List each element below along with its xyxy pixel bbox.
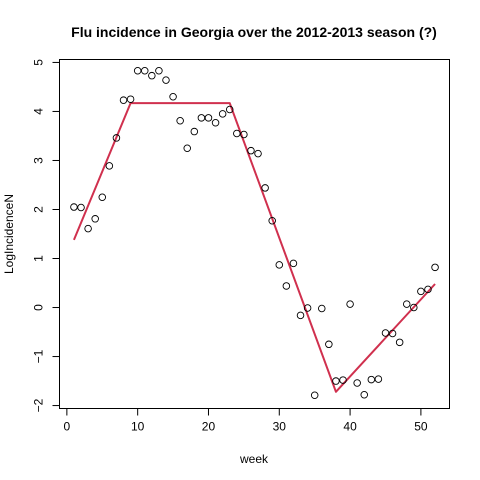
- data-point: [176, 117, 184, 125]
- data-point: [211, 118, 220, 127]
- data-point: [254, 149, 262, 158]
- data-point: [353, 379, 361, 387]
- data-point: [225, 105, 234, 114]
- data-point: [84, 224, 92, 233]
- chart-title: Flu incidence in Georgia over the 2012-2…: [71, 24, 437, 40]
- data-point: [367, 375, 376, 384]
- data-point: [360, 391, 369, 399]
- data-point: [381, 329, 390, 337]
- y-tick-label: 5: [32, 59, 46, 66]
- data-point: [190, 127, 199, 136]
- plot-frame: [59, 59, 450, 409]
- x-tick-label: 10: [131, 420, 145, 434]
- data-point: [424, 285, 432, 294]
- data-point: [204, 114, 213, 122]
- data-point: [303, 304, 312, 312]
- data-point: [98, 193, 107, 201]
- data-point: [332, 377, 340, 385]
- data-point: [318, 304, 326, 313]
- x-tick-label: 20: [202, 420, 216, 434]
- data-point: [346, 300, 354, 308]
- data-point: [126, 95, 135, 103]
- data-point: [169, 92, 177, 101]
- data-point: [148, 71, 156, 80]
- data-point: [417, 287, 425, 296]
- x-tick-label: 0: [64, 420, 71, 434]
- y-tick-label: −2: [32, 398, 46, 412]
- data-point: [374, 375, 383, 383]
- data-point: [183, 144, 191, 152]
- y-tick-label: 3: [32, 157, 46, 164]
- data-point: [431, 263, 439, 272]
- fit-line-layer: [73, 102, 436, 393]
- data-point: [261, 184, 269, 192]
- data-point: [105, 162, 114, 170]
- x-tick-label: 40: [343, 420, 357, 434]
- x-tick-label: 30: [273, 420, 287, 434]
- data-point: [402, 300, 411, 308]
- data-point: [325, 340, 333, 349]
- data-point: [162, 76, 170, 84]
- data-point: [289, 259, 298, 268]
- data-point: [240, 130, 248, 139]
- data-point: [112, 134, 121, 142]
- data-point: [310, 391, 319, 400]
- data-point: [155, 67, 163, 75]
- data-point: [282, 282, 291, 290]
- data-point: [140, 67, 149, 75]
- x-axis-label: week: [239, 452, 269, 466]
- data-point: [77, 203, 85, 212]
- data-point: [268, 217, 276, 225]
- data-point: [296, 311, 305, 320]
- y-axis: −2 −1 0 1 2 3 4 5: [32, 59, 60, 412]
- data-point: [70, 203, 78, 211]
- data-point: [133, 67, 142, 75]
- data-point: [247, 146, 255, 155]
- data-point: [218, 110, 227, 118]
- data-point: [388, 329, 397, 338]
- data-point: [275, 261, 284, 269]
- y-axis-label: LogIncidenceN: [2, 194, 16, 274]
- x-tick-label: 50: [414, 420, 428, 434]
- y-tick-label: 4: [32, 108, 46, 115]
- data-point: [339, 376, 347, 384]
- data-point: [91, 215, 99, 223]
- data-point: [233, 129, 241, 138]
- y-tick-label: 2: [32, 206, 46, 213]
- y-tick-label: 1: [32, 255, 46, 262]
- data-point: [197, 114, 206, 122]
- fit-line: [73, 102, 436, 393]
- x-axis: 0 10 20 30 40 50: [64, 408, 428, 434]
- data-point: [395, 338, 404, 347]
- data-point: [410, 303, 418, 312]
- y-tick-label: −1: [32, 349, 46, 363]
- y-tick-label: 0: [32, 304, 46, 311]
- points-layer: [70, 67, 439, 400]
- data-point: [119, 96, 128, 104]
